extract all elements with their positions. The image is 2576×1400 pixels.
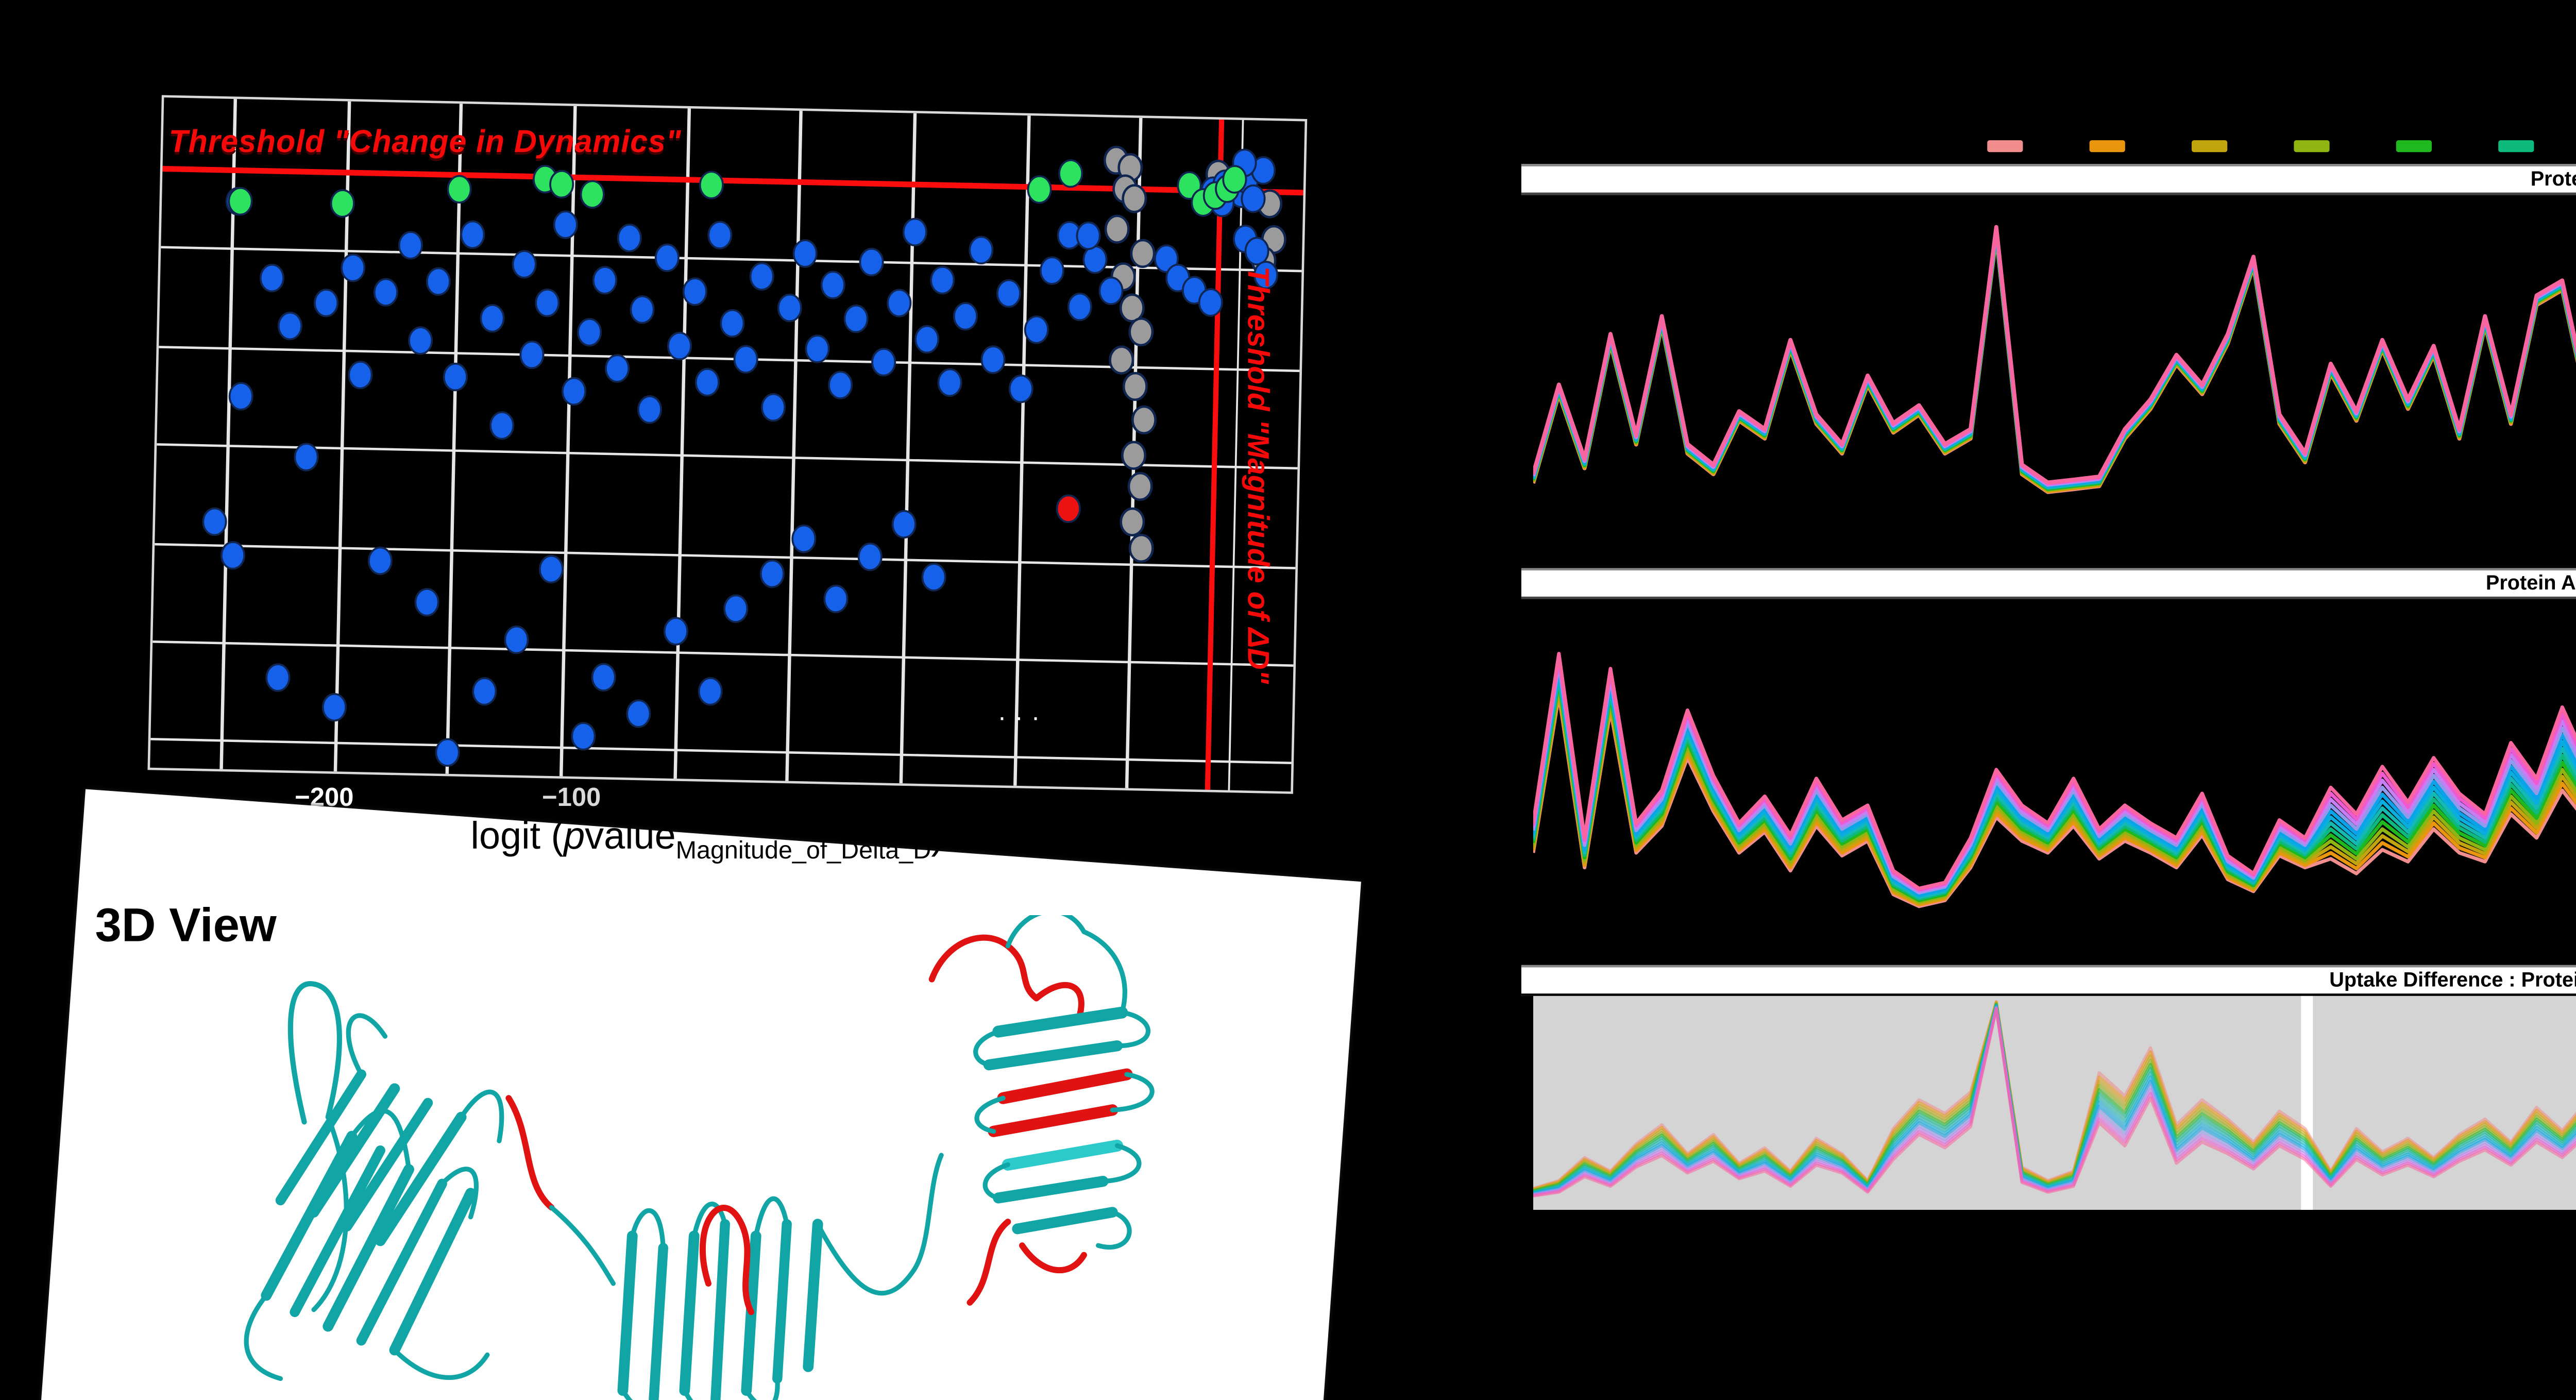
legend-swatch-4[interactable] (2294, 140, 2330, 151)
volcano-gridlines (150, 98, 1302, 790)
uptake-chart-protein-a-ligand[interactable] (1533, 599, 2576, 963)
series-lines-group (1533, 1000, 2576, 1198)
series-lines-group (1533, 225, 2576, 494)
panel-title-uptake-difference: Uptake Difference : Protein A - (Protein… (1521, 965, 2576, 996)
volcano-scatter-chart[interactable] (150, 97, 1304, 791)
scatter-points-group (202, 145, 1286, 767)
volcano-plot-panel[interactable] (147, 95, 1308, 794)
legend-swatch-1[interactable] (1987, 140, 2023, 151)
x-axis-tick-minus100: −100 (541, 784, 601, 813)
legend-swatch-3[interactable] (2192, 140, 2228, 151)
legend-swatch-5[interactable] (2396, 140, 2432, 151)
3d-view-title: 3D View (95, 901, 277, 953)
timepoint-legend[interactable] (1987, 140, 2576, 155)
panel-title-protein-a: Protein A (1521, 164, 2576, 195)
protein-ribbon-paths (244, 915, 1155, 1400)
clipped-label-ellipsis: ... (998, 699, 1049, 728)
threshold-dynamics-label: Threshold "Change in Dynamics" (168, 123, 682, 160)
series-lines-group (1533, 652, 2576, 908)
threshold-magnitude-label: Threshold "Magnitude of ΔD" (1241, 266, 1275, 684)
legend-swatch-6[interactable] (2498, 140, 2534, 151)
coverage-background (1533, 993, 2576, 1210)
uptake-chart-protein-a[interactable] (1533, 195, 2576, 559)
panel-title-protein-a-ligand: Protein A + Ligand (1521, 568, 2576, 599)
coverage-gap (2301, 993, 2313, 1210)
uptake-difference-chart[interactable] (1533, 993, 2576, 1210)
protein-ribbon-viewport[interactable] (190, 915, 1283, 1400)
volcano-x-axis-label: logit (pvalueMagnitude_of_Delta_D) (470, 817, 944, 866)
legend-swatch-2[interactable] (2089, 140, 2125, 151)
